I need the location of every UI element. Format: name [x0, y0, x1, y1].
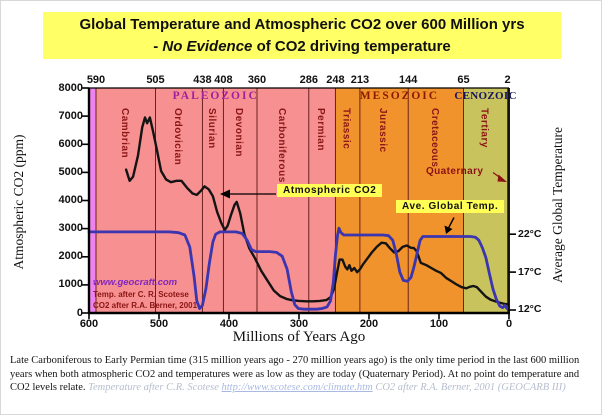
x-axis-title: Millions of Years Ago — [232, 329, 366, 345]
period-label-triassic: Triassic — [340, 108, 352, 150]
period-boundary-age-label: 590 — [86, 74, 106, 86]
period-boundary-age-label: 65 — [457, 74, 470, 86]
band-permian — [308, 88, 336, 313]
period-boundary-age-label: 286 — [299, 74, 318, 86]
period-boundary-age-label: 144 — [399, 74, 418, 86]
period-label-permian: Permian — [315, 108, 327, 151]
y-axis-tick-label: 5000 — [58, 165, 83, 178]
y-axis-tick-label: 0 — [76, 306, 83, 319]
period-boundary-age-label: 2 — [504, 74, 511, 86]
period-label-cambrian: Cambrian — [118, 108, 130, 159]
chart-title-line2: - No Evidence of CO2 driving temperature — [153, 37, 451, 55]
period-label-devonian: Devonian — [233, 108, 245, 158]
y-axis-tick-label: 1000 — [58, 278, 83, 291]
y-axis-tick-label: 3000 — [58, 222, 83, 235]
period-boundary-age-label: 408 — [214, 74, 233, 86]
period-label-cretaceous: Cretaceous — [428, 108, 440, 168]
period-boundary-age-label: 213 — [350, 74, 370, 86]
period-label-ordovician: Ordovician — [171, 108, 183, 166]
watermark-site: www.geocraft.com — [93, 277, 178, 288]
caption-credit-link[interactable]: http://www.scotese.com/climate.htm — [221, 382, 373, 394]
y-axis-tick-label: 4000 — [58, 194, 83, 206]
right-axis-tick-label: 17°C — [518, 265, 542, 278]
x-axis-tick-label: 600 — [79, 318, 99, 330]
period-label-jurassic: Jurassic — [377, 108, 389, 153]
x-axis-tick-label: 400 — [219, 318, 239, 330]
period-label-carboniferous: Carboniferous — [275, 108, 287, 183]
watermark-temp-credit: Temp. after C. R. Scotese — [93, 290, 189, 299]
era-label-mesozoic: MESOZOIC — [359, 90, 440, 102]
chart-title-banner: Global Temperature and Atmospheric CO2 o… — [43, 12, 561, 59]
series-temp — [87, 226, 511, 312]
y-axis-tick-label: 2000 — [58, 250, 83, 263]
quaternary-label: Quaternary — [426, 166, 484, 177]
co2-series-label: Atmospheric CO2 — [277, 184, 383, 197]
x-axis-tick-label: 500 — [149, 318, 169, 330]
y-axis-tick-label: 8000 — [58, 81, 83, 94]
era-label-cenozoic: CENOZOIC — [454, 90, 517, 102]
figure-caption: Late Carboniferous to Early Permian time… — [10, 354, 596, 395]
period-boundary-age-label: 505 — [146, 74, 165, 86]
y-axis-right-title: Average Global Temperature — [550, 127, 565, 283]
temp-series-label: Ave. Global Temp. — [396, 200, 505, 213]
period-boundary-age-label: 360 — [247, 74, 267, 86]
x-axis-tick-label: 300 — [289, 318, 309, 330]
period-boundary-age-label: 248 — [326, 74, 345, 86]
y-axis-left-title: Atmospheric CO2 (ppm) — [11, 134, 26, 270]
caption-credit-suffix: CO2 after R.A. Berner, 2001 (GEOCARB III… — [372, 382, 566, 394]
period-label-silurian: Silurian — [205, 108, 217, 149]
chart-title-emphasis: No Evidence — [162, 37, 253, 55]
caption-credit-prefix: Temperature after C.R. Scotese — [88, 382, 222, 394]
period-label-tertiary: Tertiary — [478, 108, 490, 148]
caption-main-text: Late Carboniferous to Early Permian time… — [10, 355, 580, 394]
chart-title-line1: Global Temperature and Atmospheric CO2 o… — [79, 15, 525, 33]
band-carboniferous — [257, 88, 309, 313]
y-axis-tick-label: 6000 — [58, 137, 83, 150]
band-cambrian — [96, 88, 156, 313]
x-axis-tick-label: 200 — [359, 318, 379, 330]
right-axis-tick-label: 22°C — [518, 227, 542, 240]
right-axis-tick-label: 12°C — [518, 303, 542, 316]
band-triassic — [335, 88, 360, 313]
x-axis-tick-label: 0 — [505, 318, 513, 330]
y-axis-tick-label: 7000 — [58, 109, 83, 122]
x-axis-tick-label: 100 — [429, 318, 449, 330]
band-devonian — [223, 88, 257, 313]
band-precambrian — [89, 88, 96, 313]
watermark-co2-credit: CO2 after R.A. Berner, 2001 — [93, 301, 198, 310]
era-label-paleozoic: PALEOZOIC — [172, 90, 259, 102]
period-boundary-age-label: 438 — [193, 74, 212, 86]
